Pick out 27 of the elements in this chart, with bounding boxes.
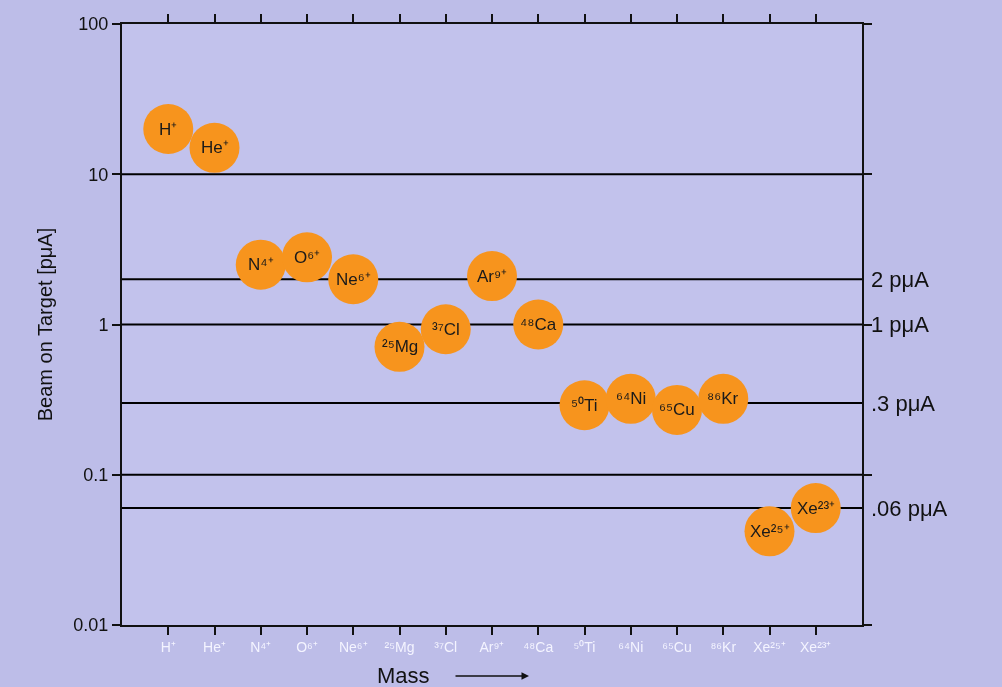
ref-line-label: 1 pμA	[871, 312, 930, 337]
y-tick-label: 100	[78, 14, 109, 35]
ref-line-label: .06 pμA	[871, 496, 948, 521]
annotation: O⁶⁺	[294, 248, 321, 267]
ref-line-label: .3 pμA	[871, 391, 936, 416]
point	[143, 104, 194, 154]
annotation: ³⁷Cl	[432, 320, 460, 339]
annotation: Xe²³⁺	[797, 499, 836, 518]
annotation: H⁺	[159, 120, 178, 139]
y-tick-label: 1	[98, 314, 109, 335]
annotation: ⁴⁸Ca	[520, 315, 557, 334]
annotation: Xe²⁵⁺	[750, 522, 790, 541]
y-axis-title: Beam on Target [pμA]	[34, 227, 57, 422]
y-tick-label: 0.1	[83, 465, 109, 486]
annotation: ²⁵Mg	[382, 337, 419, 356]
annotation: He⁺	[201, 138, 229, 157]
x-axis-title: Mass	[377, 663, 430, 687]
annotation: N⁴⁺	[248, 255, 274, 274]
y-tick-label: 10	[88, 164, 109, 185]
annotation: ⁸⁶Kr	[707, 389, 739, 408]
annotation: Ne⁶⁺	[336, 270, 371, 289]
ref-line-label: 2 pμA	[871, 267, 930, 292]
annotation: ⁵⁰Ti	[571, 396, 598, 415]
annotation: ⁶⁴Ni	[616, 389, 647, 408]
annotation: ⁶⁵Cu	[659, 400, 695, 419]
y-tick-label: 0.01	[73, 615, 109, 636]
annotation: Ar⁹⁺	[477, 267, 508, 286]
